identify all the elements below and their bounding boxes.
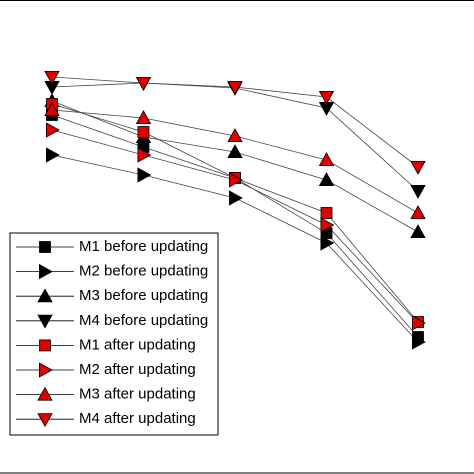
marker: [227, 128, 243, 143]
marker: [318, 152, 335, 167]
marker: [228, 172, 243, 188]
marker: [320, 217, 335, 233]
marker: [44, 102, 60, 116]
marker: [39, 339, 51, 352]
marker: [39, 241, 51, 253]
legend-label: M1 after updating: [79, 336, 196, 353]
marker: [320, 207, 333, 219]
marker: [410, 205, 426, 220]
marker: [320, 235, 335, 251]
marker: [410, 224, 426, 239]
legend-label: M2 before updating: [79, 263, 208, 280]
marker: [135, 110, 152, 124]
marker: [137, 126, 150, 138]
marker: [44, 71, 60, 85]
marker: [227, 81, 243, 95]
marker: [227, 144, 243, 159]
plot-area: [44, 71, 426, 350]
marker: [318, 91, 335, 105]
marker: [45, 122, 60, 138]
legend-label: M3 before updating: [79, 287, 208, 304]
marker: [411, 315, 426, 331]
marker: [37, 288, 53, 303]
marker: [39, 362, 53, 378]
legend-label: M2 after updating: [79, 361, 196, 378]
marker: [37, 386, 53, 401]
marker: [318, 172, 335, 187]
marker: [137, 147, 152, 163]
marker: [410, 160, 426, 175]
legend-label: M3 after updating: [79, 386, 196, 403]
legend-box: [9, 232, 219, 436]
legend-label: M1 before updating: [79, 238, 208, 255]
marker: [45, 147, 60, 163]
marker: [228, 190, 243, 206]
marker: [135, 77, 152, 91]
marker: [37, 413, 53, 428]
marker: [37, 314, 53, 329]
marker: [137, 167, 152, 183]
legend-label: M4 before updating: [79, 312, 208, 329]
marker: [39, 263, 53, 280]
marker: [410, 184, 426, 199]
legend-label: M4 after updating: [79, 410, 196, 427]
marker: [411, 334, 426, 350]
legend: M1 before updating M2 before updating M3 b…: [9, 232, 219, 436]
